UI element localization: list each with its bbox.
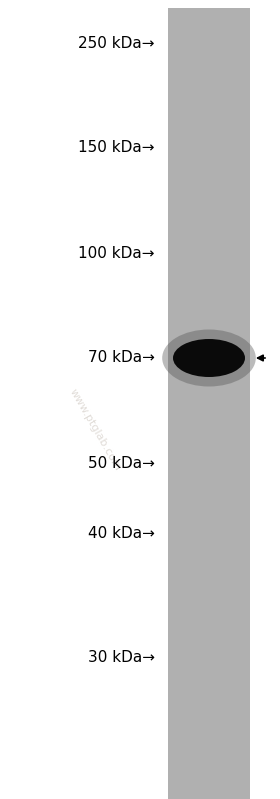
Text: 100 kDa→: 100 kDa→ xyxy=(78,245,155,260)
Text: 70 kDa→: 70 kDa→ xyxy=(88,351,155,365)
Ellipse shape xyxy=(173,339,245,377)
Text: 250 kDa→: 250 kDa→ xyxy=(78,35,155,50)
Text: 30 kDa→: 30 kDa→ xyxy=(88,650,155,666)
Bar xyxy=(168,8,250,799)
Text: www.ptglab.com: www.ptglab.com xyxy=(67,388,123,473)
Ellipse shape xyxy=(162,329,256,387)
Text: 150 kDa→: 150 kDa→ xyxy=(78,141,155,156)
Text: 40 kDa→: 40 kDa→ xyxy=(88,526,155,540)
Text: 50 kDa→: 50 kDa→ xyxy=(88,455,155,471)
